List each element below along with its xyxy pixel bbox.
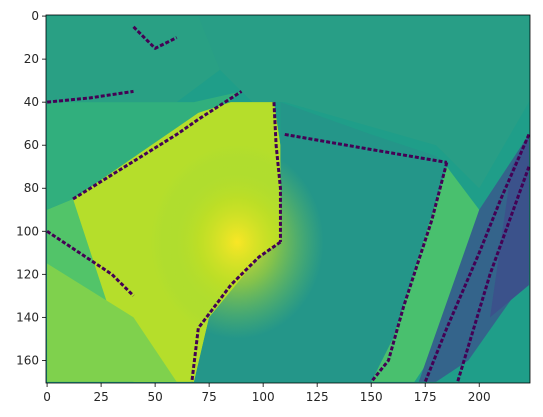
y-tick-label: 100 bbox=[16, 224, 39, 238]
y-tick-label: 160 bbox=[16, 353, 39, 367]
x-tick-label: 175 bbox=[414, 390, 437, 404]
edge-center-vertical-edge bbox=[272, 102, 282, 243]
y-tick-label: 20 bbox=[24, 52, 39, 66]
region-lower-left-floor bbox=[47, 263, 177, 382]
y-tick-label: 40 bbox=[24, 95, 39, 109]
edge-upper-right-diag bbox=[284, 132, 448, 164]
axes-frame bbox=[45, 14, 531, 384]
y-tick-label: 60 bbox=[24, 138, 39, 152]
edge-right-block-edge bbox=[370, 162, 449, 383]
x-tick-label: 125 bbox=[306, 390, 329, 404]
edge-right-wall-edge bbox=[423, 133, 530, 383]
heatmap-image bbox=[46, 15, 530, 383]
x-tick-label: 0 bbox=[43, 390, 51, 404]
region-upper-middle-wall bbox=[198, 16, 529, 189]
x-tick-label: 200 bbox=[468, 390, 491, 404]
y-axis: 0 20 40 60 80 100 120 140 160 bbox=[16, 9, 46, 367]
x-tick-label: 100 bbox=[252, 390, 275, 404]
x-tick-label: 150 bbox=[360, 390, 383, 404]
edge-top-edge-mid bbox=[132, 25, 178, 50]
edge-top-left-edge bbox=[46, 89, 134, 104]
y-tick-label: 0 bbox=[31, 9, 39, 23]
edge-left-floor-edge bbox=[46, 230, 135, 297]
x-tick-label: 50 bbox=[147, 390, 162, 404]
region-lower-right-floor bbox=[371, 166, 480, 382]
y-tick-label: 120 bbox=[16, 267, 39, 281]
x-tick-label: 75 bbox=[201, 390, 216, 404]
x-tick-label: 25 bbox=[93, 390, 108, 404]
y-tick-label: 80 bbox=[24, 181, 39, 195]
x-axis: 0 25 50 75 100 125 150 175 200 bbox=[43, 383, 491, 404]
bright-highlight bbox=[150, 145, 324, 339]
region-far-right-dark-blue bbox=[490, 134, 529, 318]
edge-diag-left-edge bbox=[72, 90, 243, 201]
y-tick-label: 140 bbox=[16, 310, 39, 324]
edge-far-right-edge bbox=[456, 166, 530, 383]
